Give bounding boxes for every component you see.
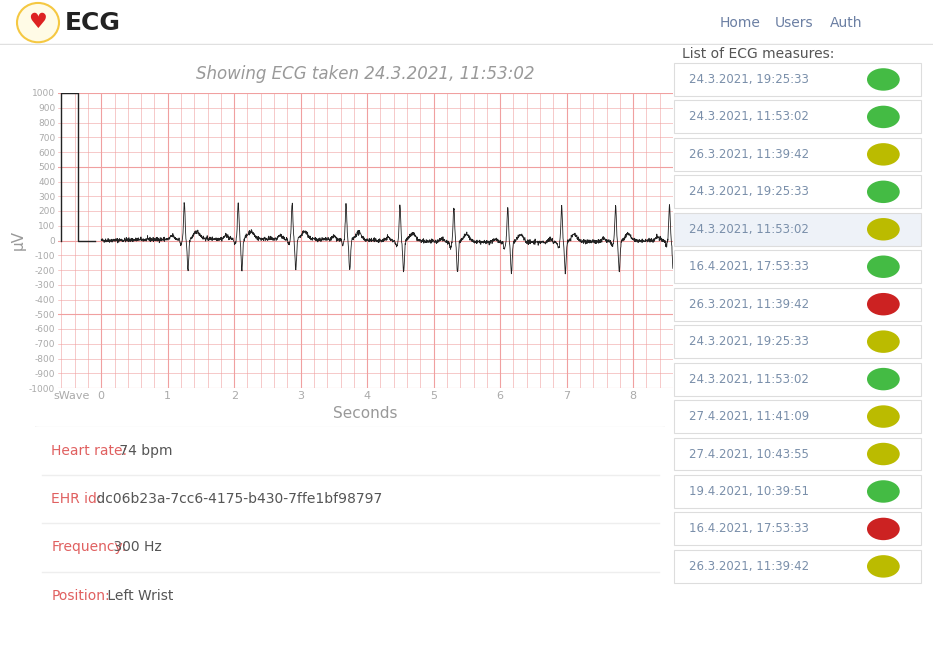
Text: Left Wrist: Left Wrist — [104, 589, 174, 603]
Text: 26.3.2021, 11:39:42: 26.3.2021, 11:39:42 — [689, 298, 810, 311]
Text: Auth: Auth — [830, 16, 862, 30]
Ellipse shape — [867, 68, 899, 90]
Text: 74 bpm: 74 bpm — [115, 444, 173, 457]
FancyBboxPatch shape — [675, 512, 921, 545]
Ellipse shape — [867, 106, 899, 128]
Ellipse shape — [867, 443, 899, 465]
Ellipse shape — [867, 405, 899, 428]
Ellipse shape — [867, 181, 899, 203]
Y-axis label: μV: μV — [11, 231, 26, 251]
FancyBboxPatch shape — [675, 325, 921, 358]
Ellipse shape — [867, 480, 899, 503]
Text: ECG: ECG — [65, 10, 121, 35]
Text: ♥: ♥ — [29, 12, 48, 32]
Text: 24.3.2021, 19:25:33: 24.3.2021, 19:25:33 — [689, 335, 809, 348]
Ellipse shape — [867, 256, 899, 278]
Ellipse shape — [17, 3, 59, 42]
Text: Position:: Position: — [51, 589, 110, 603]
FancyBboxPatch shape — [675, 362, 921, 395]
FancyBboxPatch shape — [675, 550, 921, 583]
Ellipse shape — [867, 293, 899, 315]
FancyBboxPatch shape — [33, 425, 668, 621]
FancyBboxPatch shape — [675, 475, 921, 508]
Text: dc06b23a-7cc6-4175-b430-7ffe1bf98797: dc06b23a-7cc6-4175-b430-7ffe1bf98797 — [91, 492, 382, 506]
Text: 16.4.2021, 17:53:33: 16.4.2021, 17:53:33 — [689, 260, 809, 273]
Text: Heart rate:: Heart rate: — [51, 444, 127, 457]
Text: Showing ECG taken 24.3.2021, 11:53:02: Showing ECG taken 24.3.2021, 11:53:02 — [196, 65, 535, 83]
Text: 27.4.2021, 11:41:09: 27.4.2021, 11:41:09 — [689, 410, 810, 423]
Text: 24.3.2021, 11:53:02: 24.3.2021, 11:53:02 — [689, 110, 809, 123]
FancyBboxPatch shape — [675, 213, 921, 245]
Text: Users: Users — [775, 16, 814, 30]
Ellipse shape — [867, 218, 899, 240]
X-axis label: Seconds: Seconds — [333, 406, 397, 421]
FancyBboxPatch shape — [675, 437, 921, 470]
Text: Frequency:: Frequency: — [51, 541, 127, 554]
Text: 300 Hz: 300 Hz — [109, 541, 161, 554]
FancyBboxPatch shape — [675, 100, 921, 133]
Text: 24.3.2021, 19:25:33: 24.3.2021, 19:25:33 — [689, 73, 809, 86]
Text: 26.3.2021, 11:39:42: 26.3.2021, 11:39:42 — [689, 560, 810, 573]
Ellipse shape — [867, 368, 899, 390]
Text: List of ECG measures:: List of ECG measures: — [682, 47, 834, 61]
FancyBboxPatch shape — [675, 175, 921, 208]
Ellipse shape — [867, 517, 899, 540]
FancyBboxPatch shape — [675, 63, 921, 96]
Ellipse shape — [867, 555, 899, 578]
Text: Home: Home — [720, 16, 761, 30]
Ellipse shape — [867, 330, 899, 353]
Ellipse shape — [867, 143, 899, 165]
Text: 27.4.2021, 10:43:55: 27.4.2021, 10:43:55 — [689, 448, 809, 461]
Text: 16.4.2021, 17:53:33: 16.4.2021, 17:53:33 — [689, 523, 809, 536]
FancyBboxPatch shape — [675, 250, 921, 283]
Text: 24.3.2021, 11:53:02: 24.3.2021, 11:53:02 — [689, 223, 809, 236]
FancyBboxPatch shape — [675, 138, 921, 171]
FancyBboxPatch shape — [675, 287, 921, 320]
Text: EHR id:: EHR id: — [51, 492, 102, 506]
FancyBboxPatch shape — [675, 400, 921, 433]
Text: 19.4.2021, 10:39:51: 19.4.2021, 10:39:51 — [689, 485, 810, 498]
Text: 24.3.2021, 11:53:02: 24.3.2021, 11:53:02 — [689, 373, 809, 386]
Text: 26.3.2021, 11:39:42: 26.3.2021, 11:39:42 — [689, 148, 810, 161]
Text: 24.3.2021, 19:25:33: 24.3.2021, 19:25:33 — [689, 185, 809, 198]
